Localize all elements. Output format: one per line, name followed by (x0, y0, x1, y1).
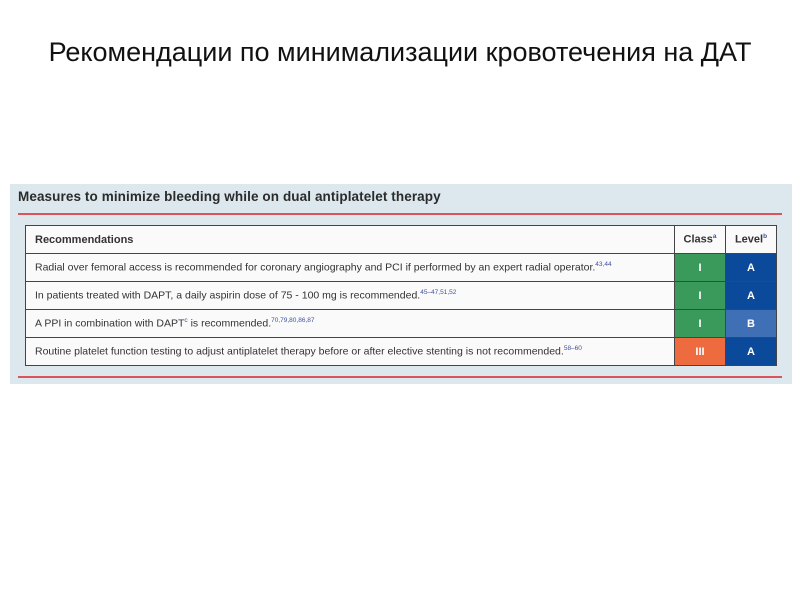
level-badge: A (725, 253, 777, 282)
slide-title: Рекомендации по минимализации кровотечен… (48, 37, 752, 67)
class-badge: III (674, 337, 726, 366)
bottom-divider (18, 376, 782, 378)
table-row: Radial over femoral access is recommende… (25, 253, 777, 282)
table-header-row: Recommendations Classa Levelb (25, 225, 777, 254)
header-recommendations: Recommendations (25, 225, 675, 254)
class-badge: I (674, 281, 726, 310)
table-row: A PPI in combination with DAPTc is recom… (25, 309, 777, 338)
table-title: Measures to minimize bleeding while on d… (18, 189, 441, 204)
recommendation-text: A PPI in combination with DAPTc is recom… (25, 309, 675, 338)
level-badge: A (725, 337, 777, 366)
level-badge: A (725, 281, 777, 310)
header-class: Classa (674, 225, 726, 254)
recommendation-text: In patients treated with DAPT, a daily a… (25, 281, 675, 310)
header-level: Levelb (725, 225, 777, 254)
table-row: Routine platelet function testing to adj… (25, 337, 777, 366)
class-badge: I (674, 309, 726, 338)
recommendations-table: Recommendations Classa Levelb Radial ove… (25, 225, 777, 366)
recommendation-text: Radial over femoral access is recommende… (25, 253, 675, 282)
top-divider (18, 213, 782, 215)
class-badge: I (674, 253, 726, 282)
recommendations-table-panel: Measures to minimize bleeding while on d… (10, 184, 792, 384)
table-row: In patients treated with DAPT, a daily a… (25, 281, 777, 310)
recommendation-text: Routine platelet function testing to adj… (25, 337, 675, 366)
level-badge: B (725, 309, 777, 338)
